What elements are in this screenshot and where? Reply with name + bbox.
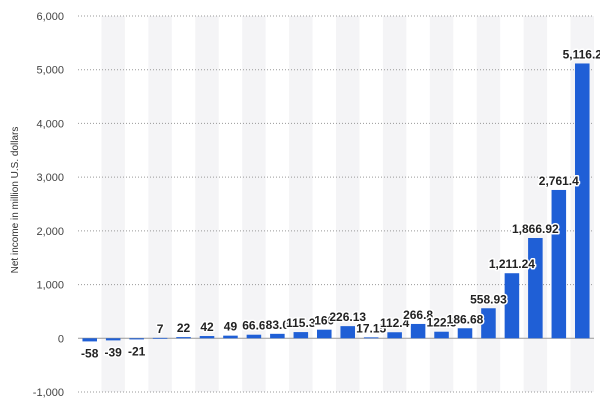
bar bbox=[340, 326, 355, 339]
bar bbox=[176, 337, 191, 339]
data-label: 115.3 bbox=[286, 316, 316, 330]
column-stripe bbox=[242, 16, 266, 392]
data-label: 226.13 bbox=[329, 310, 366, 324]
y-tick-label: 5,000 bbox=[36, 65, 64, 77]
data-label: 17.15 bbox=[356, 321, 386, 335]
bar bbox=[129, 338, 144, 340]
data-label: 112.4 bbox=[380, 316, 410, 330]
column-stripe bbox=[336, 16, 360, 392]
data-label: 1,211.24 bbox=[489, 257, 535, 271]
bars bbox=[82, 63, 590, 342]
data-label: 266.8 bbox=[403, 308, 433, 322]
column-stripe bbox=[429, 16, 454, 392]
bar bbox=[82, 338, 97, 342]
y-axis-title: Net income in million U.S. dollars bbox=[10, 127, 21, 274]
column-stripe bbox=[101, 16, 125, 392]
data-label: 83.0 bbox=[266, 318, 290, 332]
data-label: 558.93 bbox=[470, 292, 507, 306]
bar bbox=[504, 273, 520, 339]
bar bbox=[551, 189, 567, 339]
bar bbox=[199, 336, 215, 339]
bar bbox=[105, 338, 121, 341]
y-tick-label: 0 bbox=[58, 333, 64, 345]
data-label: 5,116.2 bbox=[563, 47, 600, 61]
data-label: 66.6 bbox=[242, 319, 266, 333]
y-tick-label: -1,000 bbox=[33, 387, 64, 399]
column-stripe bbox=[382, 16, 407, 392]
data-label: 22 bbox=[177, 321, 191, 335]
data-label: 1,866.92 bbox=[512, 222, 559, 236]
y-tick-label: 1,000 bbox=[36, 280, 64, 292]
y-tick-label: 3,000 bbox=[36, 172, 64, 184]
bar bbox=[457, 328, 473, 339]
bar bbox=[223, 335, 238, 339]
data-label: -39 bbox=[105, 345, 123, 359]
bar bbox=[528, 238, 543, 339]
bar bbox=[246, 334, 262, 339]
bar bbox=[410, 323, 426, 339]
data-label: 7 bbox=[157, 322, 164, 336]
data-labels: -58 -39 -21 7 22 42 49 66.6 83.0115.3160226.1317… bbox=[80, 46, 600, 362]
data-label: 122.3 bbox=[427, 316, 457, 330]
data-label: -58 bbox=[81, 346, 99, 360]
y-tick-label: 2,000 bbox=[36, 226, 64, 238]
data-label: 2,761.4 bbox=[539, 174, 579, 188]
data-label: 42 bbox=[200, 320, 214, 334]
data-label: 186.68 bbox=[447, 312, 484, 326]
y-tick-label: 4,000 bbox=[36, 118, 64, 130]
y-axis: 6,000 5,000 4,000 3,000 2,000 1,000 0 -1,000 bbox=[33, 11, 64, 399]
data-label: 160 bbox=[314, 314, 334, 328]
column-stripe bbox=[148, 16, 172, 392]
bar bbox=[387, 332, 402, 339]
bar bbox=[293, 332, 309, 339]
column-stripe bbox=[195, 16, 219, 392]
data-label: 49 bbox=[224, 320, 238, 334]
column-stripe bbox=[289, 16, 313, 392]
y-tick-label: 6,000 bbox=[36, 11, 64, 23]
bar bbox=[434, 331, 449, 339]
data-label: -21 bbox=[128, 344, 146, 358]
bar bbox=[317, 329, 332, 339]
bar bbox=[363, 337, 379, 339]
column-stripe bbox=[476, 16, 501, 392]
bar bbox=[270, 333, 285, 339]
bar bbox=[152, 337, 168, 339]
bar bbox=[575, 63, 590, 339]
bar bbox=[481, 308, 496, 339]
